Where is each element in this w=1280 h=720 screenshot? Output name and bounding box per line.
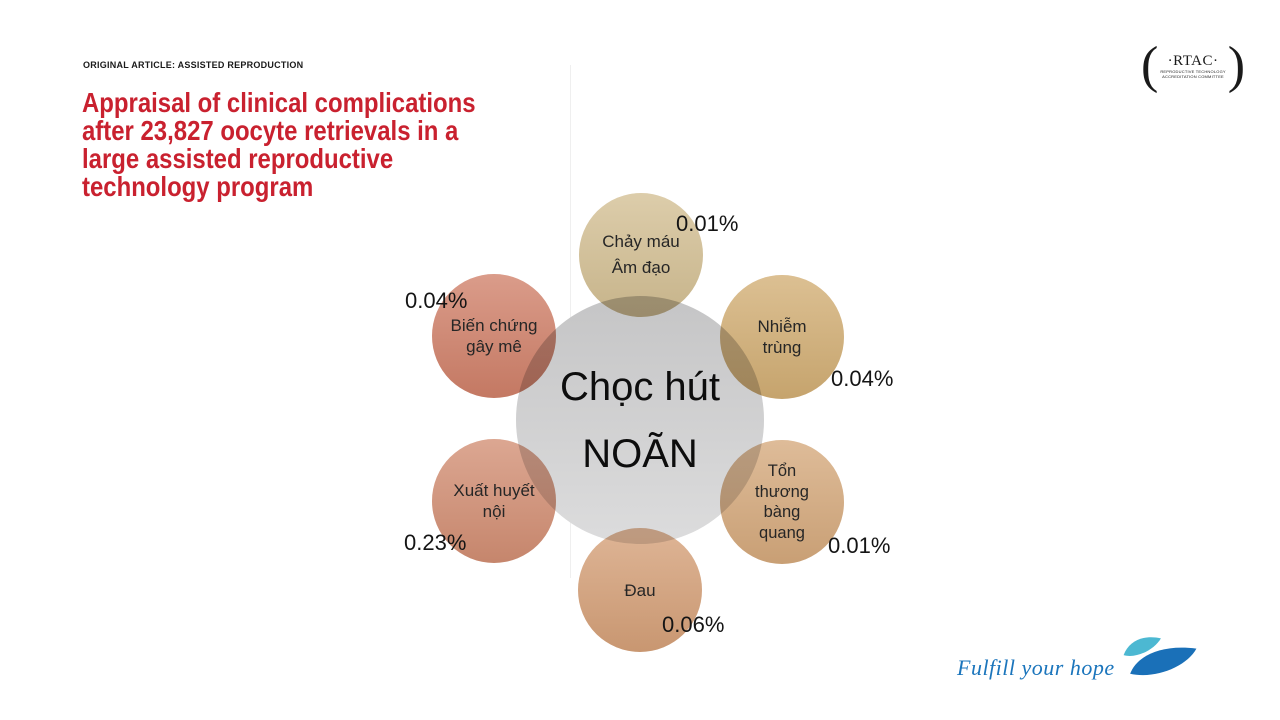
value-label-bladder-injury: 0.01% [828, 533, 891, 558]
leaf-light-icon [1123, 637, 1161, 656]
brand-logo-leaves [1123, 637, 1197, 676]
node-label-pain: Đau [624, 580, 656, 600]
value-label-internal-hemorrhage: 0.23% [404, 530, 467, 555]
rtac-subtext-line2: ACCREDITATION COMMITTEE [1162, 74, 1224, 79]
rtac-paren-left-icon: ( [1141, 37, 1159, 94]
node-label-infection: Nhiễm trùng [757, 317, 807, 357]
center-circle: Chọc hút NOÃN [516, 296, 764, 544]
page-title: Appraisal of clinical complications afte… [82, 89, 569, 201]
node-label-anesthesia-complications: Biến chứng gây mê [450, 316, 538, 356]
center-label-line2: NOÃN [582, 431, 698, 476]
title-line: technology program [82, 171, 314, 202]
kicker-text: ORIGINAL ARTICLE: ASSISTED REPRODUCTION [83, 60, 304, 70]
center-label-line1: Chọc hút [559, 364, 721, 409]
title-line: large assisted reproductive [82, 143, 394, 174]
node-label-vaginal-bleeding: Chảy máu Âm đạo [602, 232, 680, 277]
node-label-internal-hemorrhage: Xuất huyết nội [453, 481, 535, 521]
node-circle-bladder-injury: Tổn thương bàng quang [720, 440, 844, 564]
footer-tagline: Fulfill your hope [957, 655, 1115, 680]
rtac-paren-right-icon: ) [1227, 37, 1246, 94]
node-circle-infection: Nhiễm trùng [720, 275, 844, 399]
node-circle-internal-hemorrhage: Xuất huyết nội [432, 439, 556, 563]
node-circle-pain: Đau [578, 528, 702, 652]
value-label-anesthesia-complications: 0.04% [405, 288, 468, 313]
node-circle-anesthesia-complications: Biến chứng gây mê [432, 274, 556, 398]
rtac-wordmark: ·RTAC· [1167, 53, 1219, 69]
node-label-bladder-injury: Tổn thương bàng quang [755, 462, 809, 542]
value-label-vaginal-bleeding: 0.01% [676, 211, 739, 236]
title-line: Appraisal of clinical complications [82, 87, 476, 118]
value-label-infection: 0.04% [831, 366, 894, 391]
title-line: after 23,827 oocyte retrievals in a [82, 115, 459, 146]
rtac-logo: ( ·RTAC· REPRODUCTIVE TECHNOLOGY ACCREDI… [1141, 37, 1246, 94]
value-label-pain: 0.06% [662, 612, 725, 637]
leaf-dark-icon [1130, 647, 1197, 676]
node-circle-vaginal-bleeding: Chảy máu Âm đạo [579, 193, 703, 317]
rtac-subtext-line1: REPRODUCTIVE TECHNOLOGY [1160, 69, 1226, 74]
